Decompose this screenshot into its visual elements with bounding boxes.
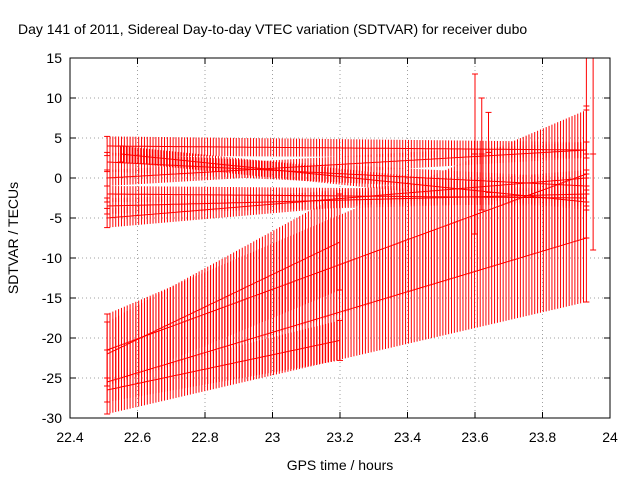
x-tick-label: 23.2	[326, 429, 353, 445]
x-tick-label: 22.4	[56, 429, 83, 445]
spike-point	[472, 73, 478, 235]
series-line	[106, 339, 341, 391]
chart-title: Day 141 of 2011, Sidereal Day-to-day VTE…	[18, 21, 527, 37]
spike-point	[485, 111, 492, 193]
series-sat-k	[117, 145, 590, 211]
x-axis: 22.4 22.6 22.8 23 23.2 23.4 23.6 23.8 24	[56, 58, 618, 445]
y-tick-label: -10	[42, 250, 62, 266]
y-tick-label: 10	[46, 90, 62, 106]
series-sat-g	[104, 169, 590, 229]
x-tick-label: 24	[602, 429, 618, 445]
series-sat-c	[104, 319, 343, 403]
x-tick-label: 23	[265, 429, 281, 445]
series-sat-h	[104, 141, 590, 187]
y-tick-label: 5	[54, 130, 62, 146]
y-tick-label: -25	[42, 370, 62, 386]
y-tick-label: -20	[42, 330, 62, 346]
y-tick-label: -15	[42, 290, 62, 306]
series-layer	[104, 58, 597, 415]
y-tick-label: -5	[50, 210, 63, 226]
series-sat-e	[104, 135, 590, 159]
spike-point	[590, 58, 597, 251]
y-tick-label: -30	[42, 410, 62, 426]
x-tick-label: 22.6	[124, 429, 151, 445]
y-tick-label: 15	[46, 50, 62, 66]
series-sat-d	[104, 193, 343, 387]
spike-point	[478, 97, 485, 211]
series-line	[107, 193, 587, 207]
series-sat-j	[104, 151, 590, 195]
x-tick-label: 22.8	[191, 429, 218, 445]
series-line	[120, 153, 587, 203]
series-sat-b	[104, 109, 590, 387]
y-tick-label: 0	[54, 170, 62, 186]
series-line	[106, 241, 341, 355]
y-axis-label: SDTVAR / TECUs	[5, 182, 21, 294]
spike-point	[583, 58, 590, 155]
x-tick-label: 23.8	[529, 429, 556, 445]
x-axis-label: GPS time / hours	[287, 457, 394, 473]
x-tick-label: 23.6	[461, 429, 488, 445]
y-axis: -30 -25 -20 -15 -10 -5 0 5 10 15	[42, 50, 610, 426]
x-tick-label: 23.4	[394, 429, 421, 445]
